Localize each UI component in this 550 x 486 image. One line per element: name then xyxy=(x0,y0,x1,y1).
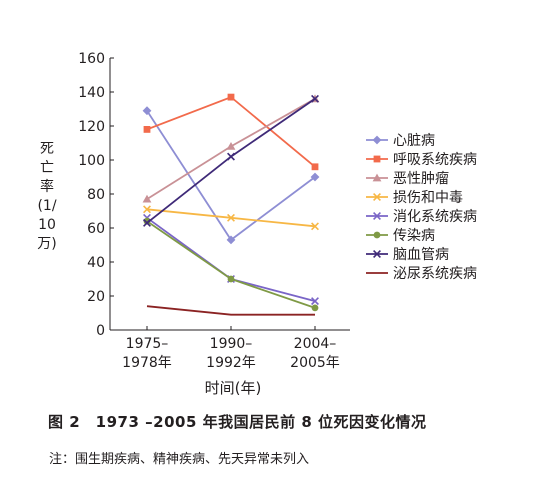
data-point xyxy=(311,222,319,231)
data-point xyxy=(373,155,381,163)
x-tick-label: 1975– 1978年 xyxy=(122,336,172,371)
x-tick-label: 1990– 1992年 xyxy=(206,336,256,371)
legend-item: 传染病 xyxy=(366,228,435,244)
data-point xyxy=(373,231,381,239)
data-point xyxy=(311,304,319,312)
legend-label: 消化系统疾病 xyxy=(393,209,477,225)
series xyxy=(143,94,319,227)
data-point xyxy=(143,126,151,133)
series xyxy=(143,217,319,312)
data-point xyxy=(143,205,151,214)
series xyxy=(143,205,319,231)
y-tick-label: 80 xyxy=(87,187,105,203)
series xyxy=(143,213,319,306)
data-point xyxy=(373,250,381,258)
data-point xyxy=(227,213,235,222)
y-tick-label: 120 xyxy=(78,119,105,135)
y-tick-label: 100 xyxy=(78,153,105,169)
legend-label: 损伤和中毒 xyxy=(393,190,463,206)
data-point xyxy=(311,163,319,171)
legend-item: 脑血管病 xyxy=(366,247,449,263)
y-tick-label: 40 xyxy=(87,255,105,271)
line-chart: 0 20 40 60 80 100 120 140 160 1975– 1978年 1990– 1992… xyxy=(78,51,477,397)
legend-label: 恶性肿瘤 xyxy=(393,170,449,187)
y-tick-label: 160 xyxy=(78,51,105,67)
series xyxy=(142,106,320,245)
data-point xyxy=(226,142,236,150)
x-tick-label: 2004– 2005年 xyxy=(290,336,340,371)
x-axis-label: 时间(年) xyxy=(205,379,262,397)
legend-item: 呼吸系统疾病 xyxy=(366,152,477,168)
series xyxy=(146,305,315,316)
data-point xyxy=(227,93,235,101)
data-point xyxy=(142,194,152,203)
y-tick-label: 20 xyxy=(87,289,105,305)
data-point xyxy=(310,172,320,182)
figure-note: 注：围生期疾病、精神疾病、先天异常未列入 xyxy=(49,452,310,467)
legend-item: 心脏病 xyxy=(366,133,435,149)
legend-label: 脑血管病 xyxy=(393,247,449,263)
data-point xyxy=(373,193,381,201)
figure-caption: 图 2 1973 –2005 年我国居民前 8 位死因变化情况 xyxy=(48,413,427,431)
data-point xyxy=(227,275,235,283)
series xyxy=(143,93,319,171)
data-point xyxy=(372,135,382,145)
data-point xyxy=(143,217,151,225)
legend-label: 泌尿系统疾病 xyxy=(393,266,477,282)
data-point xyxy=(373,212,381,220)
data-point xyxy=(143,218,151,227)
legend-item: 损伤和中毒 xyxy=(366,190,463,206)
series-layer xyxy=(142,93,320,316)
data-point xyxy=(142,106,152,116)
data-point xyxy=(311,297,319,306)
legend-label: 心脏病 xyxy=(393,133,435,149)
series-line xyxy=(146,110,316,242)
legend-item: 泌尿系统疾病 xyxy=(366,266,477,282)
legend-item: 恶性肿瘤 xyxy=(366,170,449,187)
legend-label: 呼吸系统疾病 xyxy=(393,152,477,168)
series-line xyxy=(146,98,316,224)
y-tick-label: 140 xyxy=(78,85,105,101)
legend-item: 消化系统疾病 xyxy=(366,209,477,225)
axes: 0 20 40 60 80 100 120 140 160 1975– 1978年 1990– 1992… xyxy=(78,51,350,397)
y-axis-label: 死亡率(1/10万) xyxy=(37,141,57,252)
data-point xyxy=(226,235,236,245)
data-point xyxy=(227,152,235,161)
series-line xyxy=(146,305,315,316)
series-line xyxy=(146,217,316,302)
y-tick-label: 60 xyxy=(87,221,105,237)
data-point xyxy=(311,94,319,103)
legend-label: 传染病 xyxy=(393,228,435,244)
y-tick-label: 0 xyxy=(96,323,105,339)
data-point xyxy=(372,173,382,182)
